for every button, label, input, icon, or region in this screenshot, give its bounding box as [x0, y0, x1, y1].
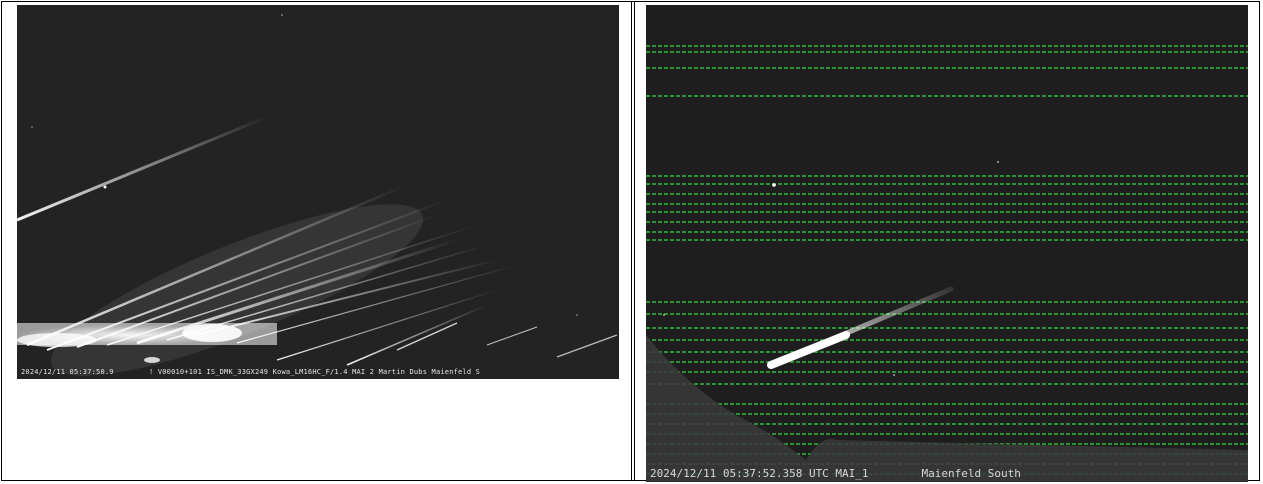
column-divider	[631, 1, 632, 481]
left-photo-graphic	[17, 5, 619, 379]
left-photo-caption: 2024/12/11 05:37:50.9 ! V00010+101 IS_DM…	[21, 368, 481, 376]
column-divider-inner	[634, 1, 635, 481]
right-photo-graphic	[646, 5, 1248, 482]
right-meteor-photo: 2024/12/11 05:37:52.358 UTC MAI_1 Maienf…	[646, 5, 1248, 482]
left-meteor-photo: 2024/12/11 05:37:50.9 ! V00010+101 IS_DM…	[17, 5, 619, 379]
right-photo-caption: 2024/12/11 05:37:52.358 UTC MAI_1 Maienf…	[650, 467, 1021, 480]
